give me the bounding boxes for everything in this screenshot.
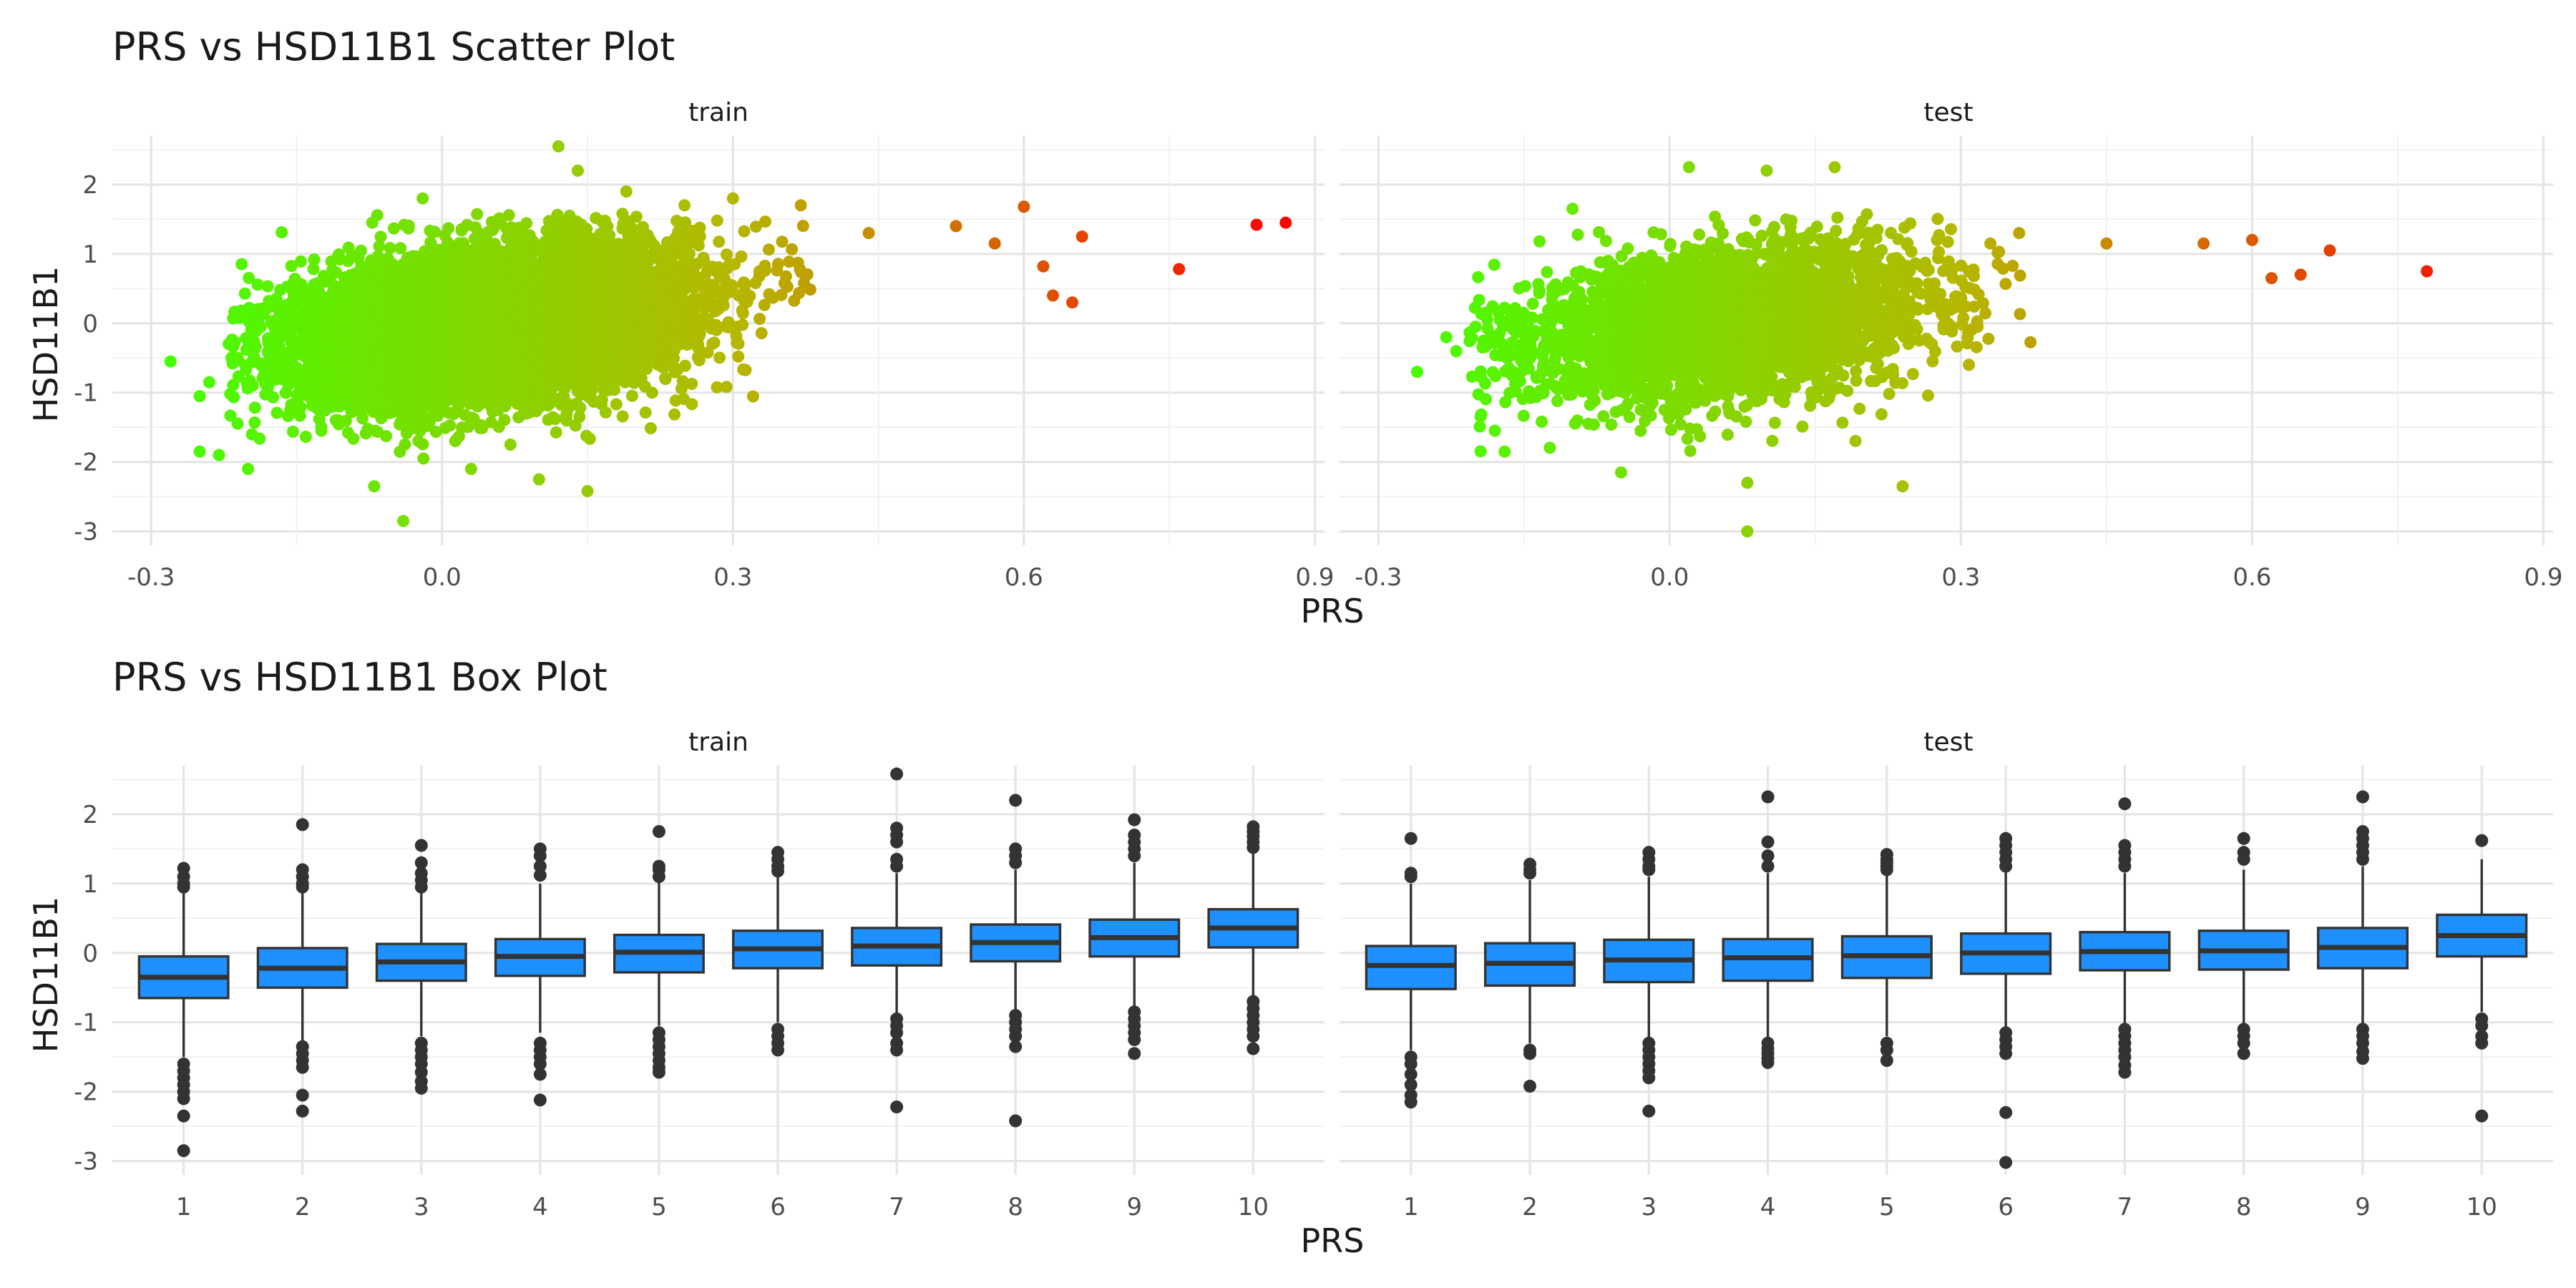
scatter-point bbox=[464, 462, 477, 475]
scatter-point bbox=[251, 278, 264, 291]
scatter-point bbox=[368, 480, 381, 493]
scatter-point bbox=[417, 452, 430, 465]
scatter-point bbox=[387, 222, 400, 235]
scatter-plot: PRS vs HSD11B1 Scatter Plot train test 2… bbox=[26, 24, 2562, 630]
scatter-point bbox=[228, 391, 240, 404]
scatter-point bbox=[295, 255, 307, 268]
scatter-point bbox=[399, 438, 411, 451]
scatter-point bbox=[355, 244, 367, 257]
scatter-point bbox=[238, 287, 251, 300]
scatter-point bbox=[242, 462, 255, 475]
scatter-point bbox=[213, 449, 225, 462]
scatter-point bbox=[270, 406, 283, 419]
scatter-point bbox=[416, 192, 429, 205]
scatter-point bbox=[294, 401, 307, 414]
scatter-point bbox=[224, 409, 237, 422]
scatter-point bbox=[347, 432, 360, 445]
scatter-point bbox=[275, 226, 288, 239]
scatter-point bbox=[471, 208, 484, 220]
scatter-point bbox=[235, 258, 248, 270]
scatter-point bbox=[246, 379, 259, 392]
scatter-point bbox=[249, 341, 262, 353]
scatter-point bbox=[243, 272, 255, 284]
scatter-title: PRS vs HSD11B1 Scatter Plot bbox=[112, 24, 675, 69]
scatter-point bbox=[373, 240, 386, 253]
scatter-point bbox=[248, 416, 261, 429]
scatter-point bbox=[384, 242, 396, 255]
scatter-point bbox=[374, 230, 387, 243]
scatter-point bbox=[193, 445, 206, 458]
scatter-point bbox=[308, 253, 321, 266]
scatter-point bbox=[253, 432, 266, 445]
scatter-point bbox=[164, 355, 177, 368]
scatter-point bbox=[285, 260, 298, 273]
scatter-point bbox=[286, 425, 299, 438]
scatter-point bbox=[416, 438, 429, 451]
scatter-point bbox=[402, 220, 415, 232]
scatter-point bbox=[299, 430, 312, 443]
scatter-point bbox=[193, 390, 206, 403]
scatter-point bbox=[339, 414, 352, 427]
scatter-point bbox=[380, 430, 393, 442]
scatter-point bbox=[267, 391, 280, 404]
scatter-strip-train: train bbox=[688, 98, 748, 127]
scatter-point bbox=[315, 421, 328, 433]
scatter-points-train bbox=[164, 140, 1292, 527]
scatter-point bbox=[444, 419, 457, 431]
scatter-point bbox=[356, 412, 369, 425]
scatter-point bbox=[371, 209, 384, 222]
scatter-point bbox=[307, 263, 320, 275]
scatter-point bbox=[231, 417, 244, 430]
scatter-strip-test: test bbox=[1923, 98, 1973, 127]
scatter-point bbox=[397, 514, 410, 527]
scatter-point bbox=[261, 280, 274, 293]
scatter-point bbox=[255, 321, 267, 333]
scatter-point bbox=[248, 401, 261, 414]
scatter-point bbox=[203, 376, 215, 389]
scatter-point bbox=[228, 336, 241, 348]
scatter-point bbox=[442, 222, 455, 235]
scatter-point bbox=[357, 402, 370, 415]
